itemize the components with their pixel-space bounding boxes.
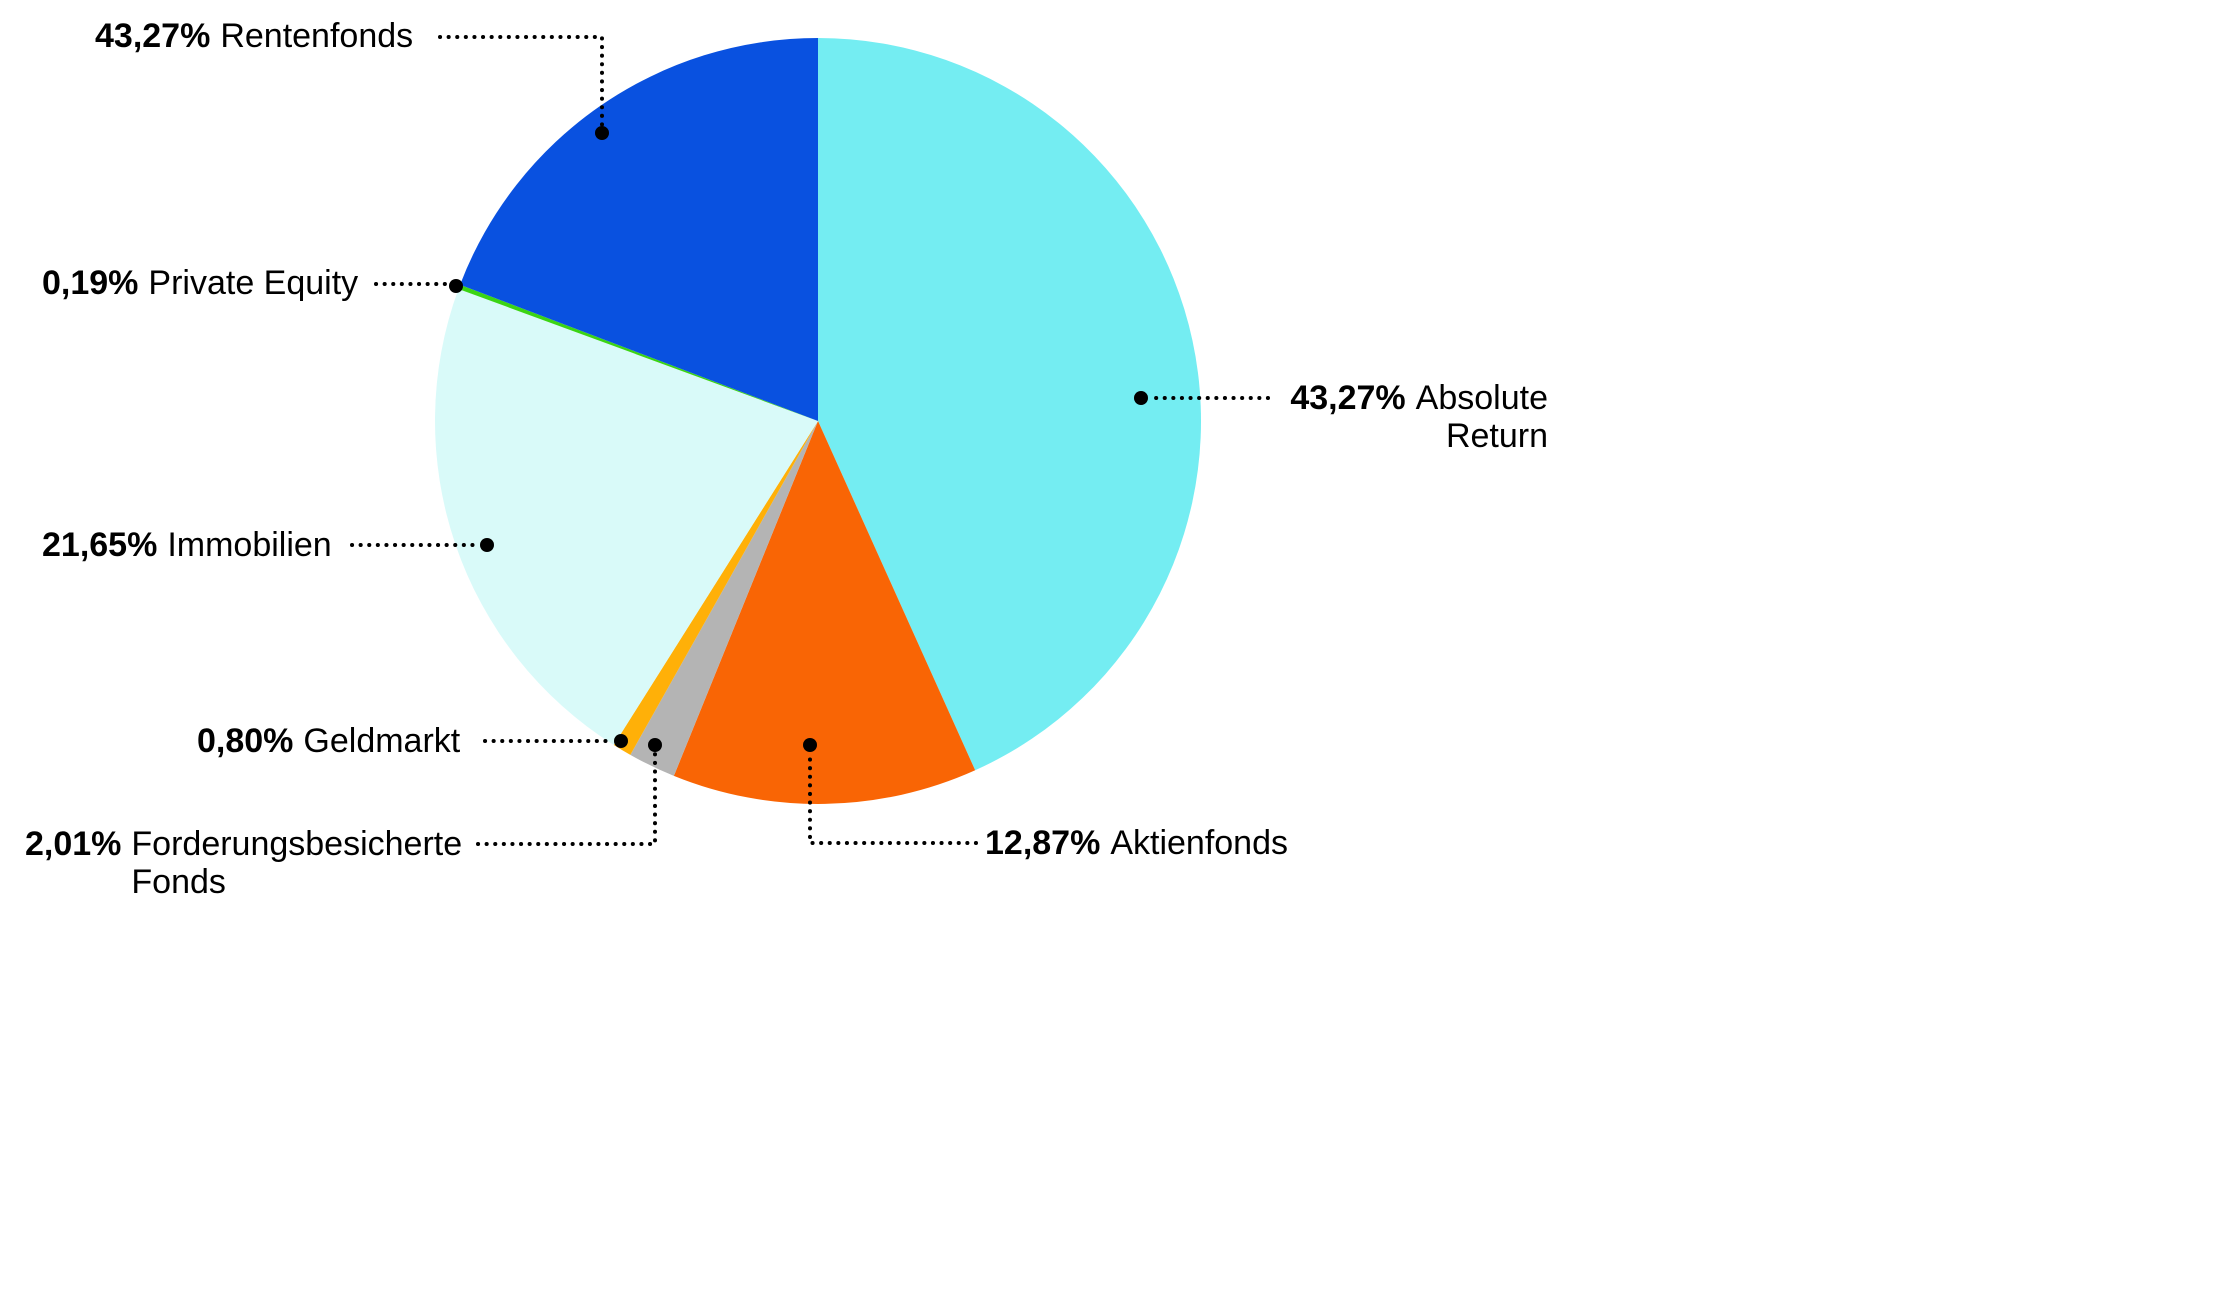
- leader-dot-forderungsbesicherte-fonds: [648, 738, 662, 752]
- pie-slice-immobilien: [434, 289, 818, 746]
- pie-slice-absolute-return: [818, 38, 1202, 771]
- leader-line-forderungsbesicherte-fonds: [476, 752, 657, 846]
- leader-dot-rentenfonds: [595, 126, 609, 140]
- leader-dot-immobilien: [480, 538, 494, 552]
- leader-dot-aktienfonds: [803, 738, 817, 752]
- pie-slice-rentenfonds: [460, 38, 818, 421]
- leader-dot-geldmarkt: [614, 734, 628, 748]
- leader-dot-private-equity: [449, 279, 463, 293]
- pie-slice-aktienfonds: [673, 421, 976, 805]
- leader-dot-absolute-return: [1134, 391, 1148, 405]
- pie-slice-private-equity: [458, 284, 818, 421]
- pie-slice-geldmarkt: [613, 421, 818, 755]
- leader-line-rentenfonds: [438, 35, 604, 127]
- pie-slice-forderungsbesicherte-fonds: [630, 421, 818, 776]
